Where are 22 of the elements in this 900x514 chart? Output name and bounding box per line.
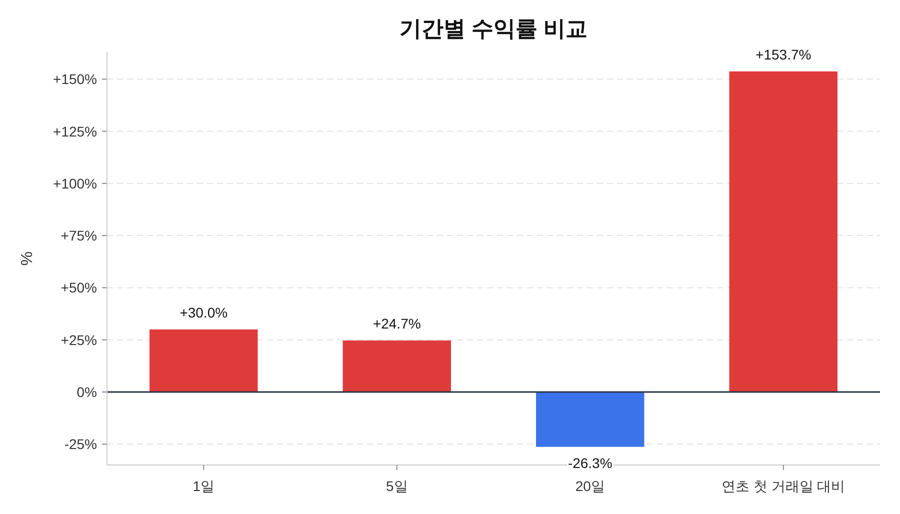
x-tick-label: 5일 <box>386 478 408 494</box>
data-label: -26.3% <box>568 454 612 471</box>
y-tick-label: -25% <box>64 436 97 452</box>
y-tick-label: +25% <box>60 332 97 348</box>
y-tick-label: +100% <box>53 175 97 192</box>
y-tick-label: +150% <box>53 71 97 88</box>
x-tick-label: 1일 <box>192 478 215 494</box>
data-label: +30.0% <box>180 304 228 320</box>
y-tick-label: +50% <box>60 280 97 296</box>
y-tick-label: +125% <box>53 123 97 140</box>
y-tick-label: 0% <box>76 384 97 400</box>
x-tick-label: 20일 <box>575 478 605 494</box>
x-tick-label: 연초 첫 거래일 대비 <box>722 478 846 494</box>
y-axis-title: % <box>19 251 36 266</box>
data-label: +24.7% <box>372 315 421 332</box>
bar <box>729 71 838 392</box>
bar <box>342 340 451 392</box>
data-label: +153.7% <box>756 46 812 62</box>
chart-title: 기간별 수익률 비교 <box>399 16 588 41</box>
bar <box>536 392 644 447</box>
y-tick-label: +75% <box>60 228 97 244</box>
bar <box>150 329 258 392</box>
